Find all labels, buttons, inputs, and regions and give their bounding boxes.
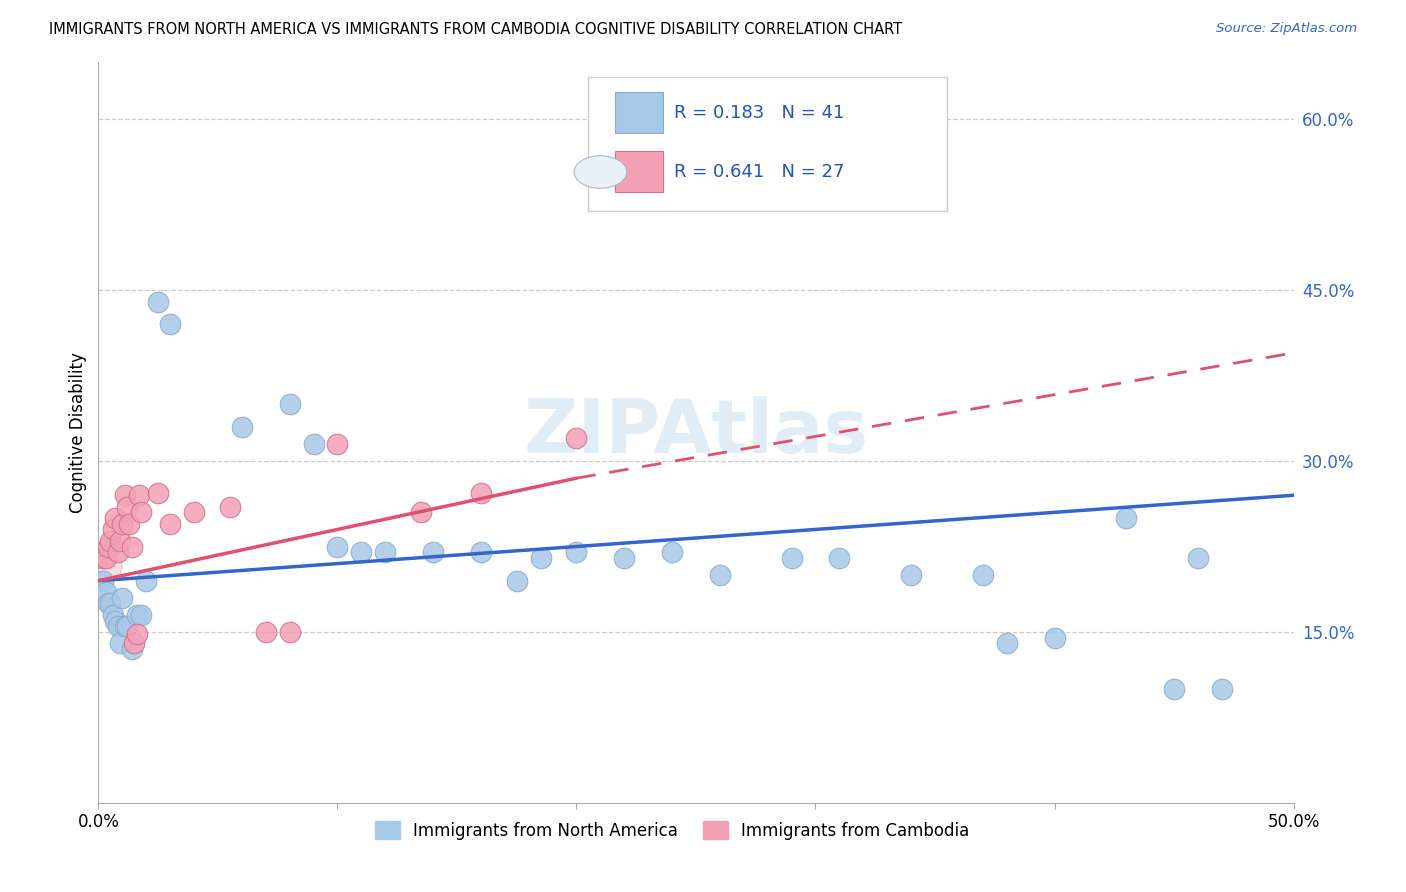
Point (97, 597, 120, 611)
Bar (614, 92, 662, 133)
Point (124, 636, 146, 650)
Point (661, 545, 683, 559)
Point (326, 540, 349, 554)
Point (98, 597, 122, 611)
Point (972, 568, 994, 582)
Point (530, 550, 553, 565)
Point (1115, 511, 1137, 525)
Point (91, 550, 114, 565)
Point (101, 523, 124, 537)
Point (231, 420, 253, 434)
Point (278, 624, 301, 639)
Point (326, 437, 349, 451)
Point (183, 505, 205, 519)
Point (148, 486, 170, 500)
Point (131, 505, 153, 519)
Point (115, 500, 138, 514)
Point (114, 619, 136, 633)
Point (422, 545, 444, 559)
Point (1187, 550, 1209, 565)
Point (506, 574, 529, 588)
Point (780, 550, 803, 565)
Point (101, 607, 124, 622)
Point (350, 545, 373, 559)
Point (121, 642, 143, 657)
Y-axis label: Cognitive Disability: Cognitive Disability (69, 352, 87, 513)
Point (900, 568, 922, 582)
Point (90, 557, 112, 571)
Point (470, 486, 492, 500)
Point (104, 511, 127, 525)
Point (565, 545, 588, 559)
Legend: Immigrants from North America, Immigrants from Cambodia: Immigrants from North America, Immigrant… (368, 814, 976, 847)
Point (107, 619, 129, 633)
Point (131, 607, 153, 622)
Point (565, 431, 588, 445)
Text: R = 0.641   N = 27: R = 0.641 N = 27 (675, 163, 845, 181)
Bar (614, 152, 662, 192)
Point (374, 545, 396, 559)
Point (1211, 681, 1233, 696)
Point (470, 545, 492, 559)
Point (302, 437, 325, 451)
Point (121, 540, 143, 554)
Circle shape (574, 156, 627, 188)
Point (709, 568, 731, 582)
Point (125, 627, 148, 641)
Point (114, 488, 136, 502)
Point (1163, 681, 1185, 696)
Text: IMMIGRANTS FROM NORTH AMERICA VS IMMIGRANTS FROM CAMBODIA COGNITIVE DISABILITY C: IMMIGRANTS FROM NORTH AMERICA VS IMMIGRA… (49, 22, 903, 37)
Point (135, 574, 157, 588)
Point (107, 545, 129, 559)
Point (98, 533, 122, 548)
Text: R = 0.183   N = 41: R = 0.183 N = 41 (675, 103, 845, 122)
Point (108, 533, 131, 548)
Point (148, 294, 170, 309)
Point (94, 550, 117, 565)
FancyBboxPatch shape (589, 78, 948, 211)
Point (411, 505, 433, 519)
Point (128, 488, 150, 502)
Point (108, 636, 131, 650)
Point (91, 574, 114, 588)
Point (94, 585, 117, 599)
Point (111, 591, 134, 605)
Point (118, 516, 141, 531)
Point (125, 607, 148, 622)
Point (104, 614, 127, 628)
Point (995, 636, 1018, 650)
Point (1043, 631, 1066, 645)
Point (613, 550, 636, 565)
Point (159, 516, 181, 531)
Text: Source: ZipAtlas.com: Source: ZipAtlas.com (1216, 22, 1357, 36)
Point (97, 540, 120, 554)
Point (159, 318, 181, 332)
Point (115, 619, 138, 633)
Point (278, 397, 301, 411)
Point (254, 624, 277, 639)
Point (828, 550, 851, 565)
Text: ZIPAtlas: ZIPAtlas (523, 396, 869, 469)
Point (111, 516, 134, 531)
Point (219, 500, 242, 514)
